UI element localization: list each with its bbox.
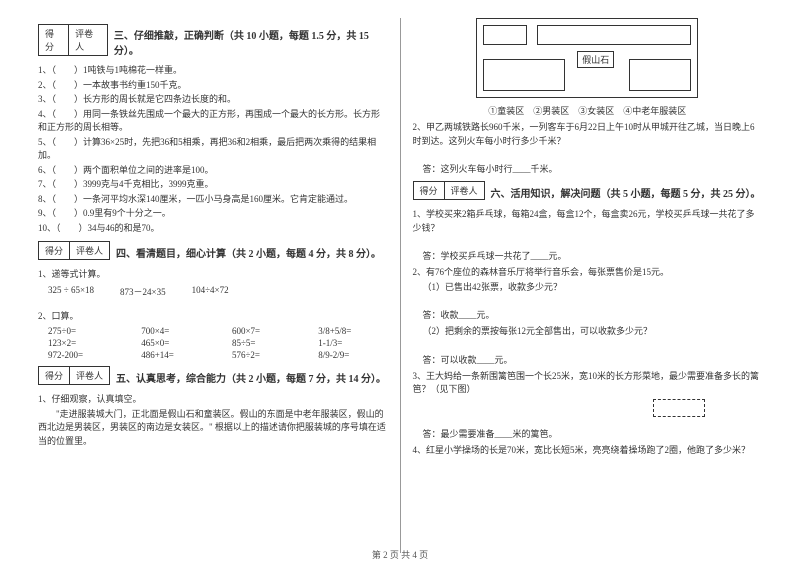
reviewer-label: 评卷人 bbox=[444, 182, 484, 199]
sec6-header: 得分 评卷人 六、活用知识，解决问题（共 5 小题，每题 5 分，共 25 分）… bbox=[413, 181, 763, 204]
expr: 700×4= bbox=[141, 326, 210, 336]
q3-9: 9、（ ）0.9里有9个十分之一。 bbox=[38, 207, 388, 221]
sec6-q2: 2、有76个座位的森林音乐厅将举行音乐会，每张票售价是15元。 bbox=[413, 266, 763, 280]
score-label: 得分 bbox=[39, 367, 69, 384]
sec4-title: 四、看清题目，细心计算（共 2 小题，每题 4 分，共 8 分）。 bbox=[116, 245, 381, 260]
sec4-header: 得分 评卷人 四、看清题目，细心计算（共 2 小题，每题 4 分，共 8 分）。 bbox=[38, 241, 388, 264]
sec6-q2b: （2）把剩余的票按每张12元全部售出，可以收款多少元？ bbox=[423, 325, 763, 339]
column-divider bbox=[400, 18, 401, 553]
map-legend: ①童装区 ②男装区 ③女装区 ④中老年服装区 bbox=[413, 104, 763, 117]
score-box: 得分 评卷人 bbox=[38, 24, 108, 56]
q3-7: 7、（ ）3999克与4千克相比，3999克重。 bbox=[38, 178, 388, 192]
q3-10: 10、（ ）34与46的和是70。 bbox=[38, 222, 388, 236]
score-label: 得分 bbox=[39, 25, 68, 55]
sec6-q2a: （1）已售出42张票，收款多少元？ bbox=[423, 281, 763, 295]
sec5-desc: "走进服装城大门，正北面是假山石和童装区。假山的东面是中老年服装区，假山的西北边… bbox=[38, 408, 388, 449]
left-column: 得分 评卷人 三、仔细推敲，正确判断（共 10 小题，每题 1.5 分，共 15… bbox=[30, 18, 396, 553]
reviewer-label: 评卷人 bbox=[69, 367, 109, 384]
calc-row-1: 325 ÷ 65×18 873－24×35 104÷4×72 bbox=[48, 285, 388, 298]
expr: 576÷2= bbox=[232, 350, 296, 360]
right-column: 假山石 ①童装区 ②男装区 ③女装区 ④中老年服装区 2、甲乙两城铁路长960千… bbox=[405, 18, 771, 553]
sec6-a2b: 答：可以收款____元。 bbox=[423, 353, 763, 366]
score-label: 得分 bbox=[39, 242, 69, 259]
sec5-header: 得分 评卷人 五、认真思考，综合能力（共 2 小题，每题 7 分，共 14 分）… bbox=[38, 366, 388, 389]
reviewer-label: 评卷人 bbox=[69, 242, 109, 259]
sec3-header: 得分 评卷人 三、仔细推敲，正确判断（共 10 小题，每题 1.5 分，共 15… bbox=[38, 24, 388, 60]
map-zone bbox=[483, 59, 565, 91]
reviewer-label: 评卷人 bbox=[68, 25, 107, 55]
sec5-q2: 2、甲乙两城铁路长960千米，一列客车于6月22日上午10时从甲城开往乙城，当日… bbox=[413, 121, 763, 148]
score-label: 得分 bbox=[414, 182, 444, 199]
score-box: 得分 评卷人 bbox=[38, 241, 110, 260]
expr: 600×7= bbox=[232, 326, 296, 336]
page-footer: 第 2 页 共 4 页 bbox=[0, 548, 800, 561]
expr: 1-1/3= bbox=[318, 338, 387, 348]
expr: 465×0= bbox=[141, 338, 210, 348]
rock-label: 假山石 bbox=[577, 51, 614, 68]
sec6-title: 六、活用知识，解决问题（共 5 小题，每题 5 分，共 25 分）。 bbox=[491, 185, 761, 200]
sec5-title: 五、认真思考，综合能力（共 2 小题，每题 7 分，共 14 分）。 bbox=[116, 370, 386, 385]
map-zone bbox=[483, 25, 527, 45]
sec5-sub1: 1、仔细观察，认真填空。 bbox=[38, 393, 388, 407]
sec5-a2: 答：这列火车每小时行____千米。 bbox=[423, 162, 763, 175]
sec6-q1: 1、学校买来2箱乒乓球，每箱24盒，每盒12个，每盒卖26元，学校买乒乓球一共花… bbox=[413, 208, 763, 235]
q3-8: 8、（ ）一条河平均水深140厘米，一匹小马身高是160厘米。它肯定能通过。 bbox=[38, 193, 388, 207]
expr: 104÷4×72 bbox=[192, 285, 229, 298]
expr: 85÷5= bbox=[232, 338, 296, 348]
mall-map: 假山石 bbox=[476, 18, 698, 98]
calc-grid: 275÷0= 700×4= 600×7= 3/8+5/8= 123×2= 465… bbox=[48, 326, 388, 360]
q3-1: 1、（ ）1吨铁与1吨棉花一样重。 bbox=[38, 64, 388, 78]
expr: 8/9-2/9= bbox=[318, 350, 387, 360]
q3-5: 5、（ ）计算36×25时，先把36和5相乘，再把36和2相乘，最后把两次乘得的… bbox=[38, 136, 388, 163]
q3-4: 4、（ ）用同一条铁丝先围成一个最大的正方形，再围成一个最大的长方形。长方形和正… bbox=[38, 108, 388, 135]
q3-6: 6、（ ）两个面积单位之间的进率是100。 bbox=[38, 164, 388, 178]
dashed-rect bbox=[653, 399, 705, 417]
q3-2: 2、（ ）一本故事书约重150千克。 bbox=[38, 79, 388, 93]
sec6-q3: 3、王大妈给一条新围篱笆围一个长25米，宽10米的长方形菜地，最少需要准备多长的… bbox=[413, 370, 763, 397]
expr: 325 ÷ 65×18 bbox=[48, 285, 94, 298]
expr: 3/8+5/8= bbox=[318, 326, 387, 336]
sec4-sub1: 1、递等式计算。 bbox=[38, 268, 388, 282]
expr: 123×2= bbox=[48, 338, 119, 348]
exam-page: 得分 评卷人 三、仔细推敲，正确判断（共 10 小题，每题 1.5 分，共 15… bbox=[0, 0, 800, 565]
expr: 873－24×35 bbox=[120, 285, 166, 298]
sec6-a1: 答：学校买乒乓球一共花了____元。 bbox=[423, 249, 763, 262]
score-box: 得分 评卷人 bbox=[38, 366, 110, 385]
sec3-title: 三、仔细推敲，正确判断（共 10 小题，每题 1.5 分，共 15 分）。 bbox=[114, 27, 388, 57]
score-box: 得分 评卷人 bbox=[413, 181, 485, 200]
map-zone bbox=[629, 59, 691, 91]
expr: 486+14= bbox=[141, 350, 210, 360]
sec6-a2a: 答：收款____元。 bbox=[423, 308, 763, 321]
sec6-a3: 答：最少需要准备____米的篱笆。 bbox=[423, 427, 763, 440]
q3-3: 3、（ ）长方形的周长就是它四条边长度的和。 bbox=[38, 93, 388, 107]
sec4-sub2: 2、口算。 bbox=[38, 310, 388, 324]
sec6-q4: 4、红星小学操场的长是70米，宽比长短5米，亮亮绕着操场跑了2圈，他跑了多少米？ bbox=[413, 444, 763, 458]
expr: 275÷0= bbox=[48, 326, 119, 336]
map-zone bbox=[537, 25, 691, 45]
expr: 972-200= bbox=[48, 350, 119, 360]
